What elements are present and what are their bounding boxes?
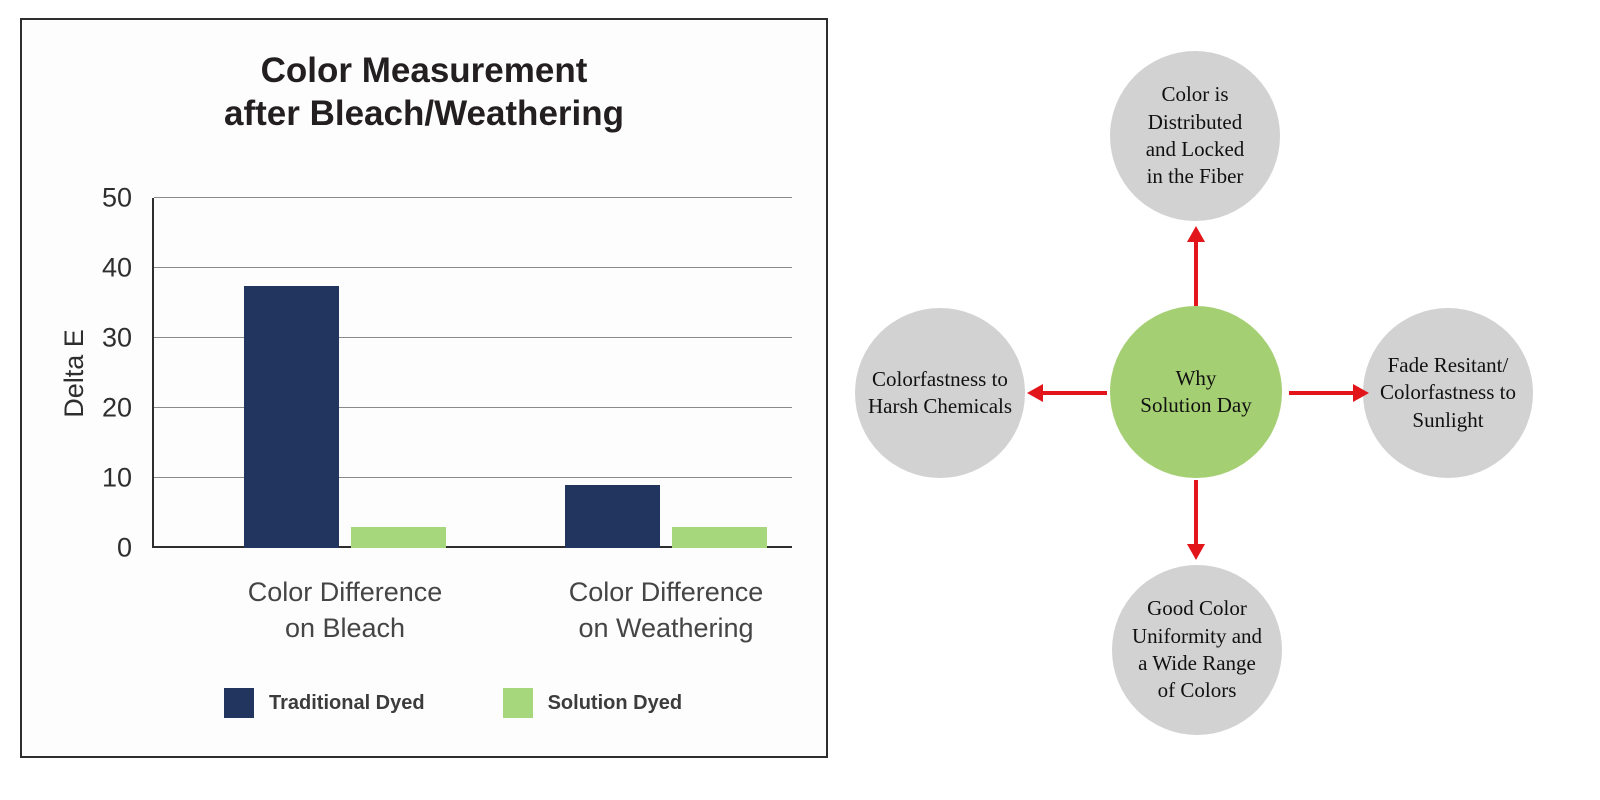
bar-group: Color Difference on Bleach [244,198,446,678]
bar-traditional-dyed [244,285,339,548]
gridline [154,337,792,338]
gridline [154,197,792,198]
chart-panel: Color Measurement after Bleach/Weatherin… [20,18,828,758]
diagram-node-top: Color is Distributed and Locked in the F… [1110,51,1280,221]
arrow-down-icon [1187,544,1205,560]
gridline [154,407,792,408]
diagram-node-right: Fade Resitant/ Colorfastness to Sunlight [1363,308,1533,478]
arrow-right-shaft [1289,391,1353,395]
arrow-left-shaft [1043,391,1107,395]
category-label: Color Difference on Bleach [247,577,443,644]
y-tick-label: 20 [101,392,132,423]
bars [244,198,446,548]
diagram-center-node: Why Solution Day [1110,306,1282,478]
legend-label: Solution Dyed [547,691,683,714]
legend-item: Solution Dyed [502,688,683,718]
arrow-up-icon [1187,226,1205,242]
bar-traditional-dyed [565,485,660,548]
y-tick-label: 50 [101,182,132,213]
bars [565,198,767,548]
y-axis-ticks: 0 10 20 30 40 50 [72,184,138,561]
x-axis-line [154,546,792,548]
y-tick-label: 0 [116,532,132,563]
chart-title: Color Measurement after Bleach/Weatherin… [22,50,826,135]
chart-title-line1: Color Measurement [260,51,588,90]
gridline [154,477,792,478]
category-label: Color Difference on Weathering [568,577,764,644]
plot-area [152,197,792,548]
legend-swatch [224,688,254,718]
arrow-right-icon [1353,384,1369,402]
legend-label: Traditional Dyed [269,691,425,714]
y-tick-label: 10 [101,462,132,493]
y-tick-label: 40 [101,252,132,283]
diagram-node-left: Colorfastness to Harsh Chemicals [855,308,1025,478]
gridline [154,267,792,268]
diagram-node-bottom: Good Color Uniformity and a Wide Range o… [1112,565,1282,735]
legend-swatch [502,688,533,718]
bar-solution-dyed [351,527,446,548]
arrow-down-shaft [1194,480,1198,544]
bar-groups: Color Difference on Bleach Color Differen… [152,198,812,678]
chart-title-line2: after Bleach/Weathering [223,93,625,133]
legend-item: Traditional Dyed [224,688,425,718]
y-tick-label: 30 [101,322,132,353]
arrow-left-icon [1027,384,1043,402]
arrow-up-shaft [1194,242,1198,306]
bar-group: Color Difference on Weathering [565,198,767,678]
legend: Traditional Dyed Solution Dyed [152,688,682,718]
bar-solution-dyed [672,527,767,548]
